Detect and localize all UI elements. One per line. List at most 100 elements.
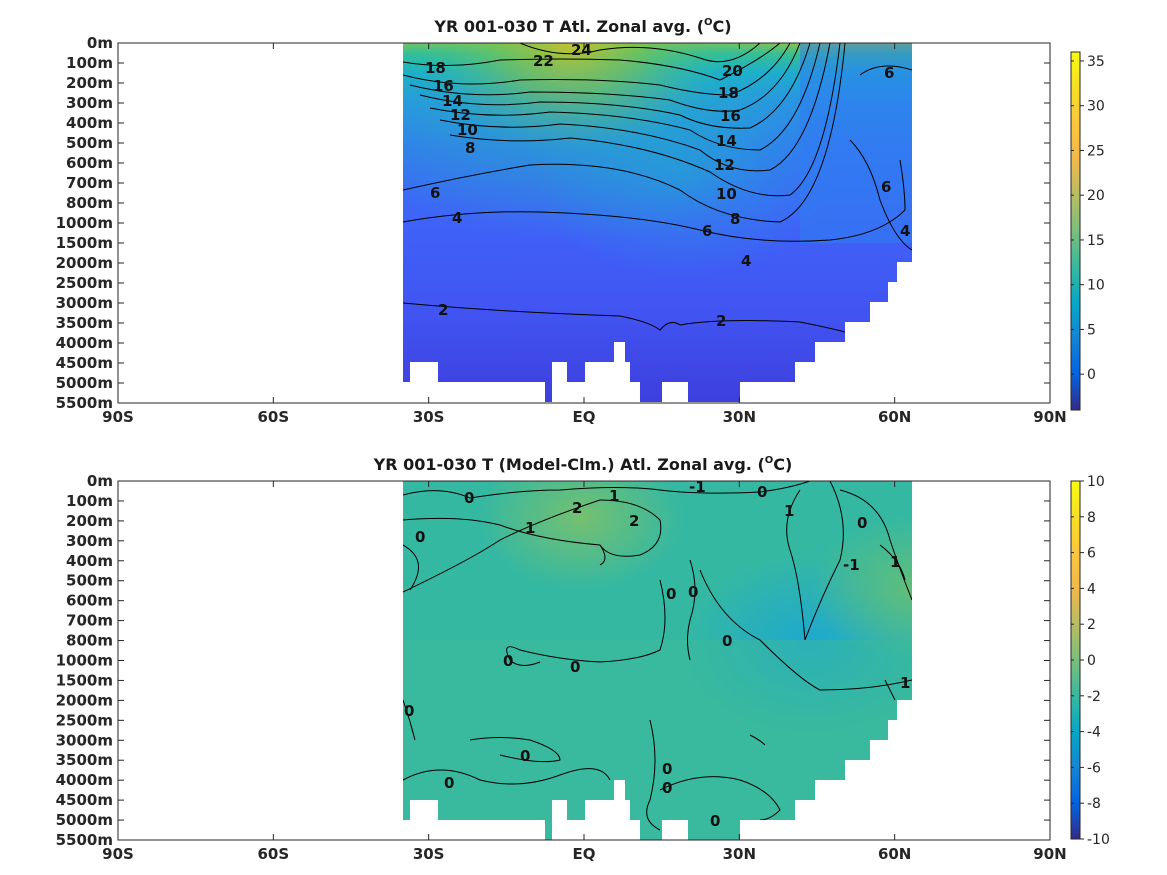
colorbar-tick-label: -8 <box>1087 796 1101 812</box>
y-tick-label: 3500m <box>56 314 113 332</box>
y-tick-label: 3000m <box>56 294 113 312</box>
x-tick-label: 60N <box>878 845 911 863</box>
contour-label: 4 <box>900 222 910 240</box>
y-tick-label: 700m <box>66 612 113 630</box>
contour-label: 0 <box>444 774 454 792</box>
colorbar-1: 35 30 25 20 15 10 5 0 <box>1070 51 1105 411</box>
contour-label: 2 <box>572 499 582 517</box>
contour-label: 16 <box>433 77 454 95</box>
y-tick-label: 500m <box>66 134 113 152</box>
y-tick-label: 400m <box>66 114 113 132</box>
y-tick-labels-1: 0m 100m 200m 300m 400m 500m 600m 700m 800m 1000m 1… <box>56 34 113 412</box>
contour-label: 0 <box>520 747 530 765</box>
contour-label: 6 <box>881 178 891 196</box>
contour-label: 10 <box>457 121 478 139</box>
x-tick-labels-2: 90S 60S 30S EQ 30N 60N 90N <box>102 845 1067 863</box>
contour-labels-1: 24 22 18 16 14 12 10 8 6 4 2 20 18 16 14… <box>425 41 910 330</box>
colorbar-tick-label: 10 <box>1087 278 1105 294</box>
contour-label: 2 <box>438 301 448 319</box>
contour-label: 18 <box>718 84 739 102</box>
contour-label: 8 <box>465 139 475 157</box>
contour-label: -1 <box>689 478 706 496</box>
y-tick-label: 1000m <box>56 652 113 670</box>
contour-label: 14 <box>442 92 463 110</box>
colorbar-tick-label: 2 <box>1087 617 1096 633</box>
contour-label: 1 <box>890 553 900 571</box>
contour-label: 0 <box>662 760 672 778</box>
x-tick-label: 60N <box>878 408 911 426</box>
x-tick-label: 90N <box>1033 408 1066 426</box>
colorbar-tick-label: 8 <box>1087 510 1096 526</box>
colorbar-tick-label: 35 <box>1087 54 1105 70</box>
y-tick-label: 2000m <box>56 691 113 709</box>
contour-label: 6 <box>702 222 712 240</box>
x-tick-label: EQ <box>573 408 596 426</box>
contour-label: 12 <box>714 156 735 174</box>
contour-label: 0 <box>688 583 698 601</box>
contour-label: 6 <box>884 64 894 82</box>
y-tick-label: 5000m <box>56 374 113 392</box>
y-tick-label: 2500m <box>56 274 113 292</box>
contour-label: 16 <box>720 107 741 125</box>
colorbar-tick-label: 0 <box>1087 367 1096 383</box>
y-tick-label: 2500m <box>56 711 113 729</box>
contour-lines-2 <box>403 481 912 831</box>
x-tick-label: 90N <box>1033 845 1066 863</box>
y-tick-label: 700m <box>66 174 113 192</box>
x-tick-label: 90S <box>102 408 134 426</box>
y-tick-label: 400m <box>66 552 113 570</box>
contour-label: 20 <box>722 62 743 80</box>
colorbar-tick-label: 6 <box>1087 546 1096 562</box>
y-tick-label: 800m <box>66 632 113 650</box>
y-tick-label: 2000m <box>56 254 113 272</box>
contour-label: 18 <box>425 59 446 77</box>
y-tick-label: 500m <box>66 572 113 590</box>
contour-label: 6 <box>430 184 440 202</box>
colorbar-tick-label: 4 <box>1087 581 1096 597</box>
contour-label: 22 <box>533 52 554 70</box>
x-tick-label: 60S <box>257 408 289 426</box>
colorbar-tick-label: 5 <box>1087 322 1096 338</box>
colorbar-tick-label: -2 <box>1087 689 1101 705</box>
axis-ticks-1 <box>117 42 1051 404</box>
x-tick-label: 30S <box>413 408 445 426</box>
y-tick-label: 300m <box>66 94 113 112</box>
x-tick-label: 30N <box>723 408 756 426</box>
contour-label: 0 <box>666 585 676 603</box>
contour-label: 0 <box>570 658 580 676</box>
colorbar-tick-label: 25 <box>1087 143 1105 159</box>
y-tick-label: 4000m <box>56 771 113 789</box>
contour-label: 0 <box>710 812 720 830</box>
chart-title-1: YR 001-030 T Atl. Zonal avg. (OC) <box>433 17 731 36</box>
x-tick-label: 60S <box>257 845 289 863</box>
y-tick-label: 1500m <box>56 671 113 689</box>
contour-label: 0 <box>464 489 474 507</box>
y-tick-label: 4000m <box>56 334 113 352</box>
contour-label: 10 <box>716 185 737 203</box>
x-tick-labels-1: 90S 60S 30S EQ 30N 60N 90N <box>102 408 1067 426</box>
y-tick-label: 5500m <box>56 831 113 849</box>
colorbar-tick-label: 30 <box>1087 99 1105 115</box>
heatmap-field-2 <box>403 481 912 840</box>
y-tick-label: 200m <box>66 512 113 530</box>
chart-title-2: YR 001-030 T (Model-Clm.) Atl. Zonal avg… <box>373 455 793 474</box>
y-tick-label: 5000m <box>56 811 113 829</box>
contour-label: 1 <box>900 674 910 692</box>
y-tick-label: 600m <box>66 154 113 172</box>
contour-label: 1 <box>609 487 619 505</box>
contour-labels-2: 0 2 1 -1 0 1 0 1 2 0 -1 1 0 0 0 0 0 0 0 … <box>404 478 910 830</box>
y-tick-label: 4500m <box>56 354 113 372</box>
contour-label: 2 <box>629 512 639 530</box>
contour-label: 4 <box>741 252 751 270</box>
y-tick-label: 4500m <box>56 791 113 809</box>
y-tick-label: 3000m <box>56 731 113 749</box>
contour-label: 24 <box>571 41 592 59</box>
colorbar-tick-label: -6 <box>1087 760 1101 776</box>
x-tick-label: 90S <box>102 845 134 863</box>
y-tick-label: 0m <box>87 34 113 52</box>
y-tick-labels-2: 0m 100m 200m 300m 400m 500m 600m 700m 800m 1000m1… <box>56 472 113 849</box>
colorbar-tick-label: 0 <box>1087 653 1096 669</box>
x-tick-label: 30S <box>413 845 445 863</box>
heatmap-field-1 <box>403 43 912 402</box>
